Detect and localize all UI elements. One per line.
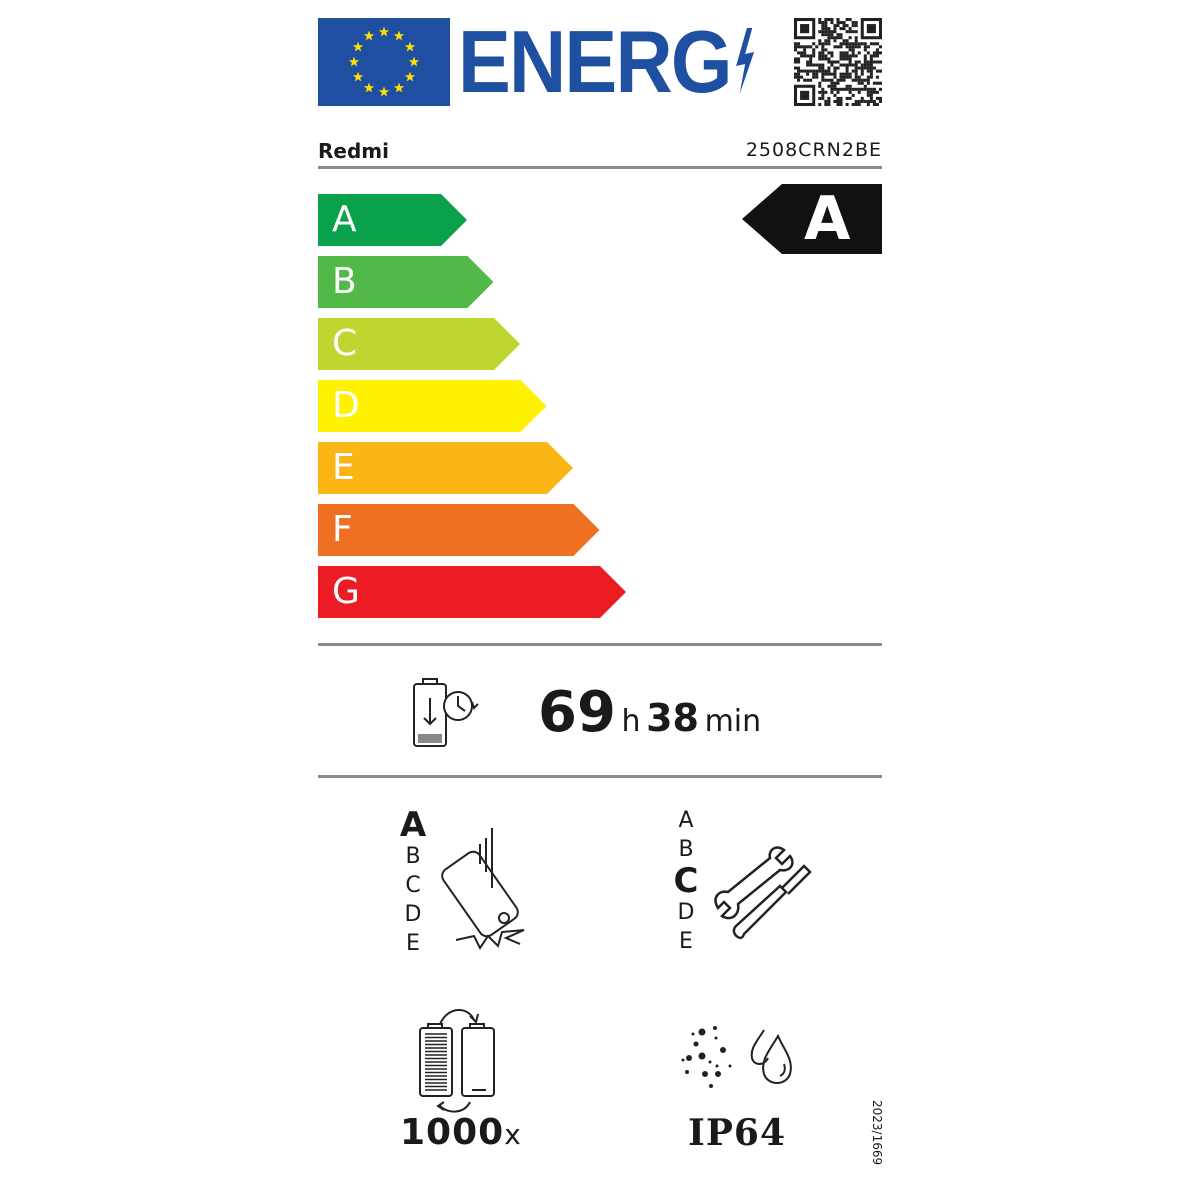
energy-rating-arrow: A [742, 184, 882, 254]
lightning-icon [736, 28, 755, 94]
battery-cycle-icon [419, 1009, 495, 1113]
star-icon [404, 71, 416, 82]
scale-letter-e: E [406, 931, 420, 956]
scale-letter-d: D [677, 900, 695, 925]
energy-class-bar-b: B [318, 256, 494, 308]
eu-flag-logo [318, 18, 450, 106]
star-icon [393, 82, 405, 93]
energy-class-label: G [332, 571, 360, 612]
model-identifier: 2508CRN2BE [745, 139, 882, 161]
star-icon [378, 26, 390, 37]
energy-class-bar-g: G [318, 566, 626, 618]
divider [318, 166, 882, 169]
energy-class-label: A [332, 199, 357, 240]
battery-clock-icon [413, 678, 479, 747]
energy-class-label: F [332, 509, 353, 550]
scale-letter-a: A [678, 808, 694, 833]
star-icon [352, 71, 364, 82]
scale-letter-d: D [404, 902, 422, 927]
energy-class-bar-d: D [318, 380, 547, 432]
scale-letter-b: B [678, 837, 694, 862]
wrench-screwdriver-icon [714, 846, 812, 940]
scale-letter-c: C [673, 861, 699, 901]
star-icon [378, 86, 390, 97]
star-icon [404, 41, 416, 52]
battery-endurance: 69 h 38 min [538, 680, 762, 745]
energy-class-bar-f: F [318, 504, 600, 556]
ingress-protection-rating: IP64 [688, 1112, 787, 1154]
star-icon [408, 56, 420, 67]
scale-letter-c: C [405, 873, 421, 898]
star-icon [393, 30, 405, 41]
scale-letter-a: A [399, 805, 427, 845]
energy-class-label: B [332, 261, 357, 302]
energy-class-bar-e: E [318, 442, 573, 494]
divider [318, 775, 882, 778]
battery-cycles: 1000x [400, 1112, 522, 1153]
star-icon [363, 30, 375, 41]
brand-name: Redmi [318, 139, 389, 163]
energy-class-label: D [332, 385, 360, 426]
energy-class-label: E [332, 447, 355, 488]
energy-rating-value: A [804, 184, 851, 254]
star-icon [352, 41, 364, 52]
divider [318, 643, 882, 646]
energy-class-bar-c: C [318, 318, 520, 370]
energy-class-label: C [332, 323, 358, 364]
falling-phone-icon [441, 828, 525, 950]
dust-water-icon [681, 1026, 792, 1088]
energy-logo: ENERG [458, 14, 758, 110]
scale-letter-b: B [405, 844, 421, 869]
energy-class-bar-a: A [318, 194, 467, 246]
regulation-number: 2023/1669 [870, 1100, 884, 1166]
star-icon [348, 56, 360, 67]
qr-code[interactable] [794, 18, 882, 106]
star-icon [363, 82, 375, 93]
scale-letter-e: E [679, 929, 693, 954]
